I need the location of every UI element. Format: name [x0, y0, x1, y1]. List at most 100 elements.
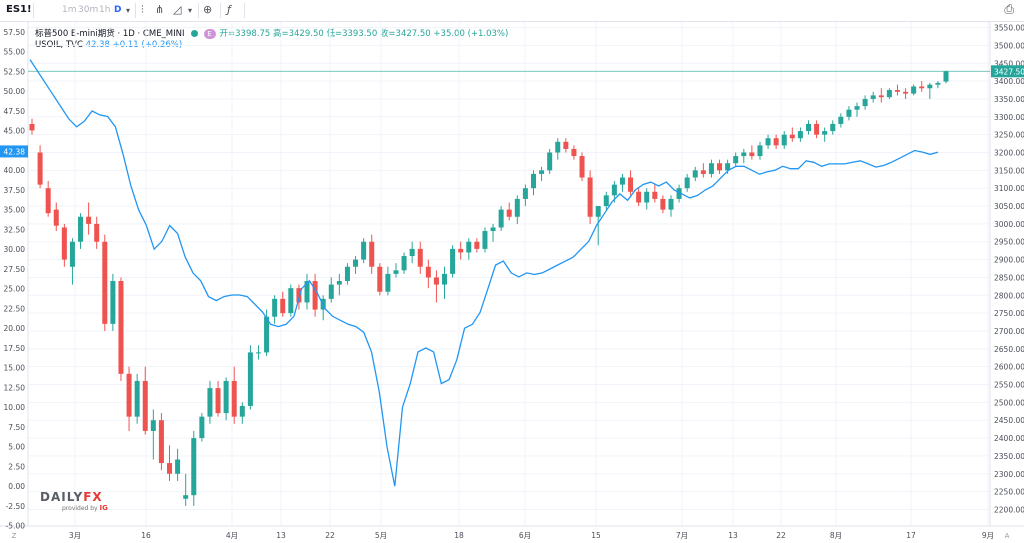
left-axis-tick-label: -5.00 — [6, 522, 26, 531]
left-axis-tick-label: 40.00 — [4, 166, 26, 175]
candle-up — [514, 198, 520, 217]
usoil-line — [29, 59, 939, 487]
dailyfx-logo: DAILYFX provided by IG — [40, 490, 108, 512]
candle-down — [126, 373, 132, 417]
left-axis-tick-label: 45.00 — [4, 127, 26, 136]
time-axis-tick-label: 17 — [906, 531, 916, 540]
symbol-search[interactable]: ES1! — [6, 4, 32, 15]
candle-up — [239, 405, 245, 417]
candle-up — [862, 98, 868, 107]
chart-type-dropdown-icon[interactable]: ▾ — [188, 6, 193, 15]
right-axis-tick-label: 3350.00 — [994, 95, 1024, 104]
time-axis-tick-label: 13 — [276, 531, 286, 540]
right-axis-tick-label: 3400.00 — [994, 77, 1024, 86]
right-axis-tick-label: 3200.00 — [994, 149, 1024, 158]
right-axis-tick-label: 3500.00 — [994, 41, 1024, 50]
earnings-badge[interactable]: E — [203, 29, 216, 39]
right-axis-tick-label: 2550.00 — [994, 381, 1024, 390]
candle-down — [61, 227, 67, 260]
candle-down — [417, 248, 423, 267]
candle-up — [830, 123, 836, 132]
candle-up — [207, 388, 213, 417]
zoom-reset-icon: Z — [12, 532, 17, 540]
main-series-title[interactable]: 标普500 E-mini期货 · 1D · CME_MINI — [35, 29, 185, 39]
add-icon[interactable]: ⊕ — [203, 3, 213, 16]
candle-down — [45, 188, 51, 214]
candle-up — [175, 459, 181, 474]
camera-icon[interactable]: ⎙ — [1004, 2, 1014, 16]
left-axis-tick-label: 2.50 — [8, 462, 25, 471]
right-axis-tick-label: 2600.00 — [994, 363, 1024, 372]
candle-up — [255, 352, 261, 354]
left-axis-tick-label: 27.50 — [4, 265, 26, 274]
candle-up — [247, 352, 253, 406]
candle-up — [668, 198, 674, 210]
candle-up — [110, 281, 116, 324]
candle-up — [150, 420, 156, 431]
fx-icon[interactable]: ƒ — [227, 3, 231, 16]
time-axis-tick-label: 3月 — [69, 531, 81, 540]
right-axis-tick-label: 3150.00 — [994, 166, 1024, 175]
candle-up — [886, 90, 892, 98]
candle-up — [482, 231, 488, 249]
candle-down — [919, 86, 925, 89]
right-axis-tick-label: 3100.00 — [994, 184, 1024, 193]
candle-up — [644, 191, 650, 203]
auto-scale-icon: A — [1005, 532, 1010, 540]
market-status-icon — [190, 30, 198, 37]
add-indicator-icon[interactable]: ⋔ — [155, 3, 165, 16]
toolbar-divider — [220, 3, 221, 18]
time-axis-tick-label: 22 — [325, 531, 335, 540]
candle-down — [506, 209, 512, 217]
candles-icon[interactable]: ⫶ — [141, 3, 144, 16]
candle-up — [336, 281, 342, 285]
time-axis-tick-label: 15 — [591, 531, 601, 540]
candle-down — [377, 266, 383, 292]
candle-up — [611, 184, 617, 196]
left-axis-tick-label: 47.50 — [4, 107, 26, 116]
time-axis-tick-label: 5月 — [375, 531, 387, 540]
candle-up — [741, 152, 747, 157]
timeframe-d[interactable]: D — [114, 5, 122, 15]
timeframe-1h[interactable]: 1h — [99, 5, 111, 15]
time-axis-tick-label: 9月 — [982, 531, 994, 540]
toolbar-divider — [33, 3, 34, 18]
left-axis-tick-label: 7.50 — [8, 423, 25, 432]
right-axis-tick-label: 2500.00 — [994, 398, 1024, 407]
candle-up — [757, 145, 763, 157]
timeframe-30m[interactable]: 30m — [78, 5, 99, 15]
time-axis-tick-label: 13 — [728, 531, 738, 540]
candle-down — [814, 123, 820, 135]
candlestick-series — [29, 70, 949, 506]
candle-up — [935, 82, 941, 85]
candle-up — [361, 241, 367, 260]
right-axis-tick-label: 3550.00 — [994, 24, 1024, 33]
candle-down — [903, 91, 909, 94]
left-axis-tick-label: 10.00 — [4, 403, 26, 412]
candle-up — [838, 116, 844, 124]
left-axis-tick-label: 15.00 — [4, 364, 26, 373]
candle-up — [69, 241, 75, 267]
candle-down — [749, 152, 755, 157]
timeframe-1m[interactable]: 1m — [62, 5, 77, 15]
candle-down — [29, 123, 35, 131]
candle-down — [53, 209, 59, 226]
area-chart-icon[interactable]: ◿ — [173, 3, 182, 16]
left-axis-tick-label: 55.00 — [4, 48, 26, 57]
candle-down — [878, 95, 884, 98]
candle-up — [805, 123, 812, 132]
right-axis-bg — [990, 22, 1024, 526]
candle-up — [522, 188, 528, 199]
candle-up — [78, 216, 84, 242]
candle-up — [344, 266, 350, 282]
candle-up — [264, 316, 270, 353]
ohlc-values: 开=3398.75 高=3429.50 低=3393.50 收=3427.50 … — [219, 29, 509, 39]
candle-up — [684, 177, 690, 189]
candle-down — [296, 288, 302, 303]
time-axis-tick-label: 4月 — [226, 531, 238, 540]
right-axis-tick-label: 2250.00 — [994, 488, 1024, 497]
timeframe-dropdown-icon[interactable]: ▾ — [126, 6, 131, 15]
left-axis-tick-label: 12.50 — [4, 383, 26, 392]
candle-down — [789, 134, 795, 139]
